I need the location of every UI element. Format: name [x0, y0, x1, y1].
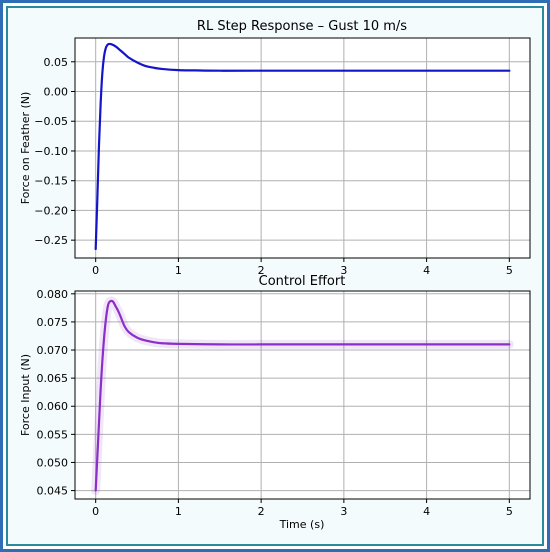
x-ticks: 0 1 2 3 4 5 — [92, 499, 513, 518]
y-tick-label: 0.055 — [37, 428, 69, 441]
x-tick-label: 4 — [423, 505, 430, 518]
x-tick-label: 5 — [506, 505, 513, 518]
y-tick-label: −0.20 — [34, 204, 68, 217]
chart-title: Control Effort — [259, 274, 346, 289]
x-tick-label: 2 — [258, 264, 265, 277]
plot-frame — [74, 37, 531, 259]
y-tick-label: 0.045 — [37, 485, 69, 498]
plot-area — [75, 38, 530, 258]
x-tick-label: 4 — [423, 264, 430, 277]
y-tick-label: 0.070 — [37, 344, 69, 357]
x-tick-label: 3 — [340, 505, 347, 518]
series-line — [94, 42, 511, 251]
y-ticks: 0.045 0.050 0.055 0.060 0.065 0.070 0.075 0.080 — [37, 288, 75, 498]
x-tick-label: 5 — [506, 264, 513, 277]
y-tick-label: −0.05 — [34, 115, 68, 128]
x-ticks: 0 1 2 3 4 5 — [92, 258, 513, 277]
y-tick-label: 0.05 — [44, 56, 69, 69]
x-tick-label: 3 — [340, 264, 347, 277]
x-tick-label: 0 — [92, 264, 99, 277]
y-tick-label: 0.080 — [37, 288, 69, 301]
y-tick-label: 0.065 — [37, 372, 69, 385]
y-axis-label: Force Input (N) — [19, 354, 32, 436]
y-tick-label: −0.15 — [34, 175, 68, 188]
x-axis-label: Time (s) — [279, 518, 325, 531]
y-tick-label: −0.10 — [34, 145, 68, 158]
y-tick-label: 0.075 — [37, 316, 69, 329]
y-tick-label: 0.060 — [37, 400, 69, 413]
chart-title: RL Step Response – Gust 10 m/s — [197, 19, 407, 34]
x-tick-label: 2 — [258, 505, 265, 518]
y-tick-label: −0.25 — [34, 234, 68, 247]
series-path — [94, 42, 511, 251]
y-ticks: −0.25 −0.20 −0.15 −0.10 −0.05 0.00 0.05 — [34, 56, 75, 247]
x-tick-label: 1 — [175, 505, 182, 518]
series-line — [91, 296, 514, 496]
y-tick-label: 0.00 — [44, 86, 69, 99]
series-path — [94, 299, 511, 492]
y-axis-label: Force on Feather (N) — [19, 92, 32, 205]
step-response-chart: 0 1 2 3 4 5 −0.25 −0.20 −0.15 −0.10 −0.05 0.00 0.05… — [19, 19, 531, 277]
y-tick-label: 0.050 — [37, 456, 69, 469]
x-tick-label: 0 — [92, 505, 99, 518]
x-tick-label: 1 — [175, 264, 182, 277]
grid — [75, 291, 530, 499]
plot-area — [75, 291, 530, 499]
plot-frame — [74, 290, 531, 500]
